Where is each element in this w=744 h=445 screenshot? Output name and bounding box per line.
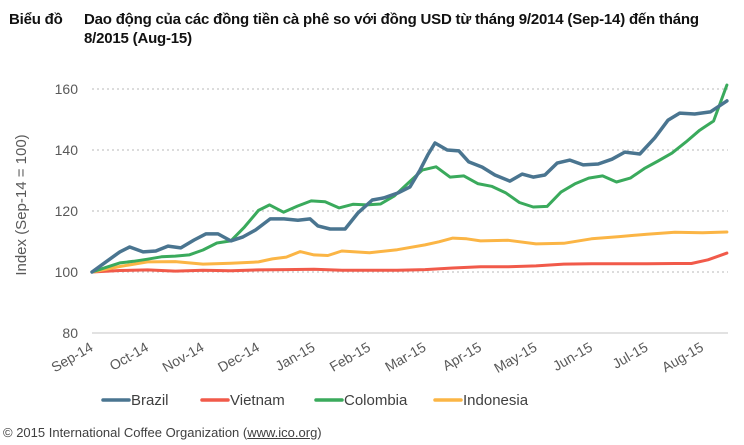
series-lines	[90, 83, 729, 274]
legend-item-brazil: Brazil	[101, 392, 169, 409]
series-line-vietnam	[90, 251, 729, 274]
y-axis-ticks: 80 100 120 140 160	[55, 81, 79, 341]
legend-label: Vietnam	[230, 392, 285, 409]
legend-item-indonesia: Indonesia	[433, 392, 529, 409]
legend-item-vietnam: Vietnam	[200, 392, 285, 409]
series-line-brazil	[90, 99, 729, 274]
x-tick-label: Jul-15	[609, 339, 650, 372]
chart-title-lead: Biểu đồ	[9, 11, 63, 28]
copyright-close: )	[317, 425, 322, 440]
series-line-indonesia	[90, 230, 729, 274]
x-tick-label: Nov-14	[159, 339, 206, 376]
y-tick-label: 120	[55, 203, 79, 219]
x-tick-label: Aug-15	[659, 339, 706, 376]
series-line-colombia	[90, 83, 729, 274]
legend: Brazil Vietnam Colombia Indonesia	[101, 392, 529, 409]
legend-label: Brazil	[131, 392, 169, 409]
legend-label: Colombia	[344, 392, 408, 409]
x-tick-label: Jan-15	[272, 339, 317, 374]
gridlines	[92, 88, 728, 334]
x-tick-label: May-15	[491, 339, 540, 376]
y-axis-label: Index (Sep-14 = 100)	[13, 134, 30, 275]
y-tick-label: 140	[55, 142, 79, 158]
legend-label: Indonesia	[463, 392, 529, 409]
x-tick-label: Mar-15	[382, 339, 429, 375]
chart-title-text: Dao động của các đồng tiền cà phê so với…	[84, 11, 699, 47]
x-tick-label: Dec-14	[215, 339, 262, 376]
chart-title: Biểu đồ Dao động của các đồng tiền cà ph…	[9, 10, 729, 48]
x-tick-label: Feb-15	[327, 339, 374, 375]
x-tick-label: Oct-14	[107, 339, 152, 374]
ico-website-link[interactable]: www.ico.org	[247, 425, 318, 440]
copyright-text: © 2015 International Coffee Organization…	[3, 425, 248, 440]
y-tick-label: 80	[62, 325, 78, 341]
x-axis-ticks: Sep-14 Oct-14 Nov-14 Dec-14 Jan-15 Feb-15 Mar-…	[48, 339, 706, 376]
x-tick-label: Sep-14	[48, 339, 95, 376]
y-tick-label: 160	[55, 81, 79, 97]
x-tick-label: Apr-15	[440, 339, 485, 374]
x-tick-label: Jun-15	[550, 339, 595, 374]
legend-item-colombia: Colombia	[314, 392, 408, 409]
y-tick-label: 100	[55, 264, 79, 280]
copyright-footer: © 2015 International Coffee Organization…	[3, 425, 322, 440]
